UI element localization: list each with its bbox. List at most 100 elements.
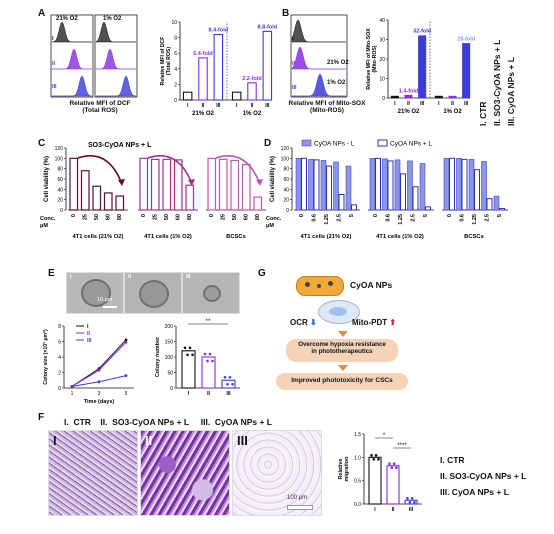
x-tick-label: 2.5: [485, 214, 491, 222]
e-scale-text: 10 μm: [97, 297, 113, 303]
bar: [181, 350, 196, 389]
y-tick-label: 2: [174, 82, 177, 88]
bar: [241, 163, 251, 211]
x-tick-label: I: [236, 103, 238, 109]
y-tick-label: 50: [167, 371, 173, 377]
bar: [326, 165, 332, 211]
b-row-label-2: II: [292, 61, 296, 67]
bar: [308, 159, 314, 211]
x-tick-label: 5: [125, 391, 128, 397]
x-tick-label: 5: [497, 214, 503, 217]
y-tick-label: 4: [174, 67, 177, 73]
group-label: 21% O2: [398, 109, 420, 115]
data-point: [97, 380, 101, 384]
b-hist-caption: Relative MFI of Mito-SOX (Mito-ROS): [288, 100, 366, 114]
legend-label-plus: CyOA NPs + L: [390, 141, 432, 148]
bar: [230, 159, 240, 211]
a-histogram-1-2: [95, 48, 136, 70]
e-image-label-3: III: [186, 274, 191, 280]
data-point: [223, 375, 227, 379]
fold-label: 28-fold: [457, 36, 475, 42]
panel-label-a: A: [38, 8, 46, 19]
y-tick-label: 30: [379, 38, 385, 44]
b-row-label-1: I: [292, 36, 294, 42]
y-tick-label: 200: [165, 324, 174, 330]
g-arrow-down-icon: ⬇: [310, 318, 317, 327]
bar: [461, 158, 468, 211]
bar: [247, 82, 257, 101]
y-tick-label: 1.5: [354, 432, 361, 438]
b-cond-21: 21% O2: [327, 60, 349, 66]
y-tick-label: 0.0: [354, 502, 361, 508]
bar: [448, 95, 457, 99]
bar: [115, 195, 125, 211]
x-tick-label: III: [226, 391, 231, 397]
data-point: [206, 359, 209, 363]
panel-label-c: C: [38, 138, 46, 149]
bar: [253, 196, 263, 211]
y-tick-label: 0: [58, 386, 61, 392]
g-mito-label: Mito-PDT: [352, 318, 388, 327]
data-point: [191, 353, 194, 357]
a-row-label-3: III: [52, 84, 57, 90]
x-tick-label: 25: [83, 214, 89, 220]
x-tick-label: 0.6: [312, 214, 318, 222]
bar: [394, 159, 401, 211]
fold-label: 8.4-fold: [209, 27, 229, 33]
g-nanoparticle: [296, 276, 344, 296]
panel-label-b: B: [282, 8, 290, 19]
y-tick-label: 20: [57, 198, 63, 204]
y-tick-label: 6: [58, 340, 61, 346]
a-histogram-21-1: [51, 21, 92, 43]
b-histogram-2: [291, 46, 346, 70]
panel-label-d: D: [264, 138, 272, 149]
data-point: [374, 454, 378, 457]
bar: [382, 158, 388, 211]
b-row-label-3: III: [292, 85, 297, 91]
g-arrow-up-icon: ⬆: [389, 318, 397, 327]
g-ocr: OCR ⬇: [290, 318, 317, 327]
bar: [486, 198, 493, 211]
g-mito: Mito-PDT ⬆: [352, 318, 396, 327]
panel-a-histograms: [50, 14, 138, 98]
f-migration-image-2: II: [140, 430, 230, 516]
bar: [425, 206, 431, 211]
fold-label: 8.8-fold: [258, 24, 278, 30]
y-tick-label: 8: [174, 36, 177, 42]
bar: [375, 157, 381, 211]
x-tick-label: 0: [209, 214, 215, 217]
bar: [139, 157, 149, 211]
x-tick-label: II: [392, 507, 395, 513]
bar: [418, 35, 427, 99]
legend-swatch-plus: [377, 139, 388, 147]
legend-label: III: [87, 338, 92, 344]
bar: [69, 157, 79, 211]
data-point: [395, 466, 398, 470]
y-tick-label: 100: [281, 156, 290, 162]
y-tick-label: 80: [283, 167, 289, 173]
bar: [499, 207, 505, 211]
bar: [313, 159, 320, 211]
data-point: [228, 375, 232, 379]
legend-label: II: [87, 331, 91, 337]
y-axis-label: Relative: [338, 458, 344, 479]
x-tick-label: 25: [221, 214, 227, 220]
x-tick-label: 60: [244, 214, 250, 220]
sig-label: **: [206, 319, 211, 325]
y-tick-label: 10: [171, 20, 177, 26]
fold-label: 2.2-fold: [242, 76, 262, 82]
f-image-label-2: II: [145, 433, 153, 448]
a-histogram-1-3: [96, 75, 137, 97]
x-tick-label: 3: [98, 391, 101, 397]
bar: [80, 170, 90, 211]
y-tick-label: 2: [58, 371, 61, 377]
panel-f-bar-chart: 0.00.51.01.5I II III*****Relative migration: [338, 432, 422, 513]
fold-label: 32-fold: [413, 29, 431, 35]
a-histogram-21-2: [52, 48, 92, 70]
group-label: 4T1 cells (1% O2): [376, 234, 424, 240]
f-migration-image-1: I: [48, 430, 138, 516]
b-histogram-1: [291, 19, 346, 43]
x-tick-label: 0: [373, 214, 379, 217]
y-tick-label: 20: [379, 57, 385, 63]
